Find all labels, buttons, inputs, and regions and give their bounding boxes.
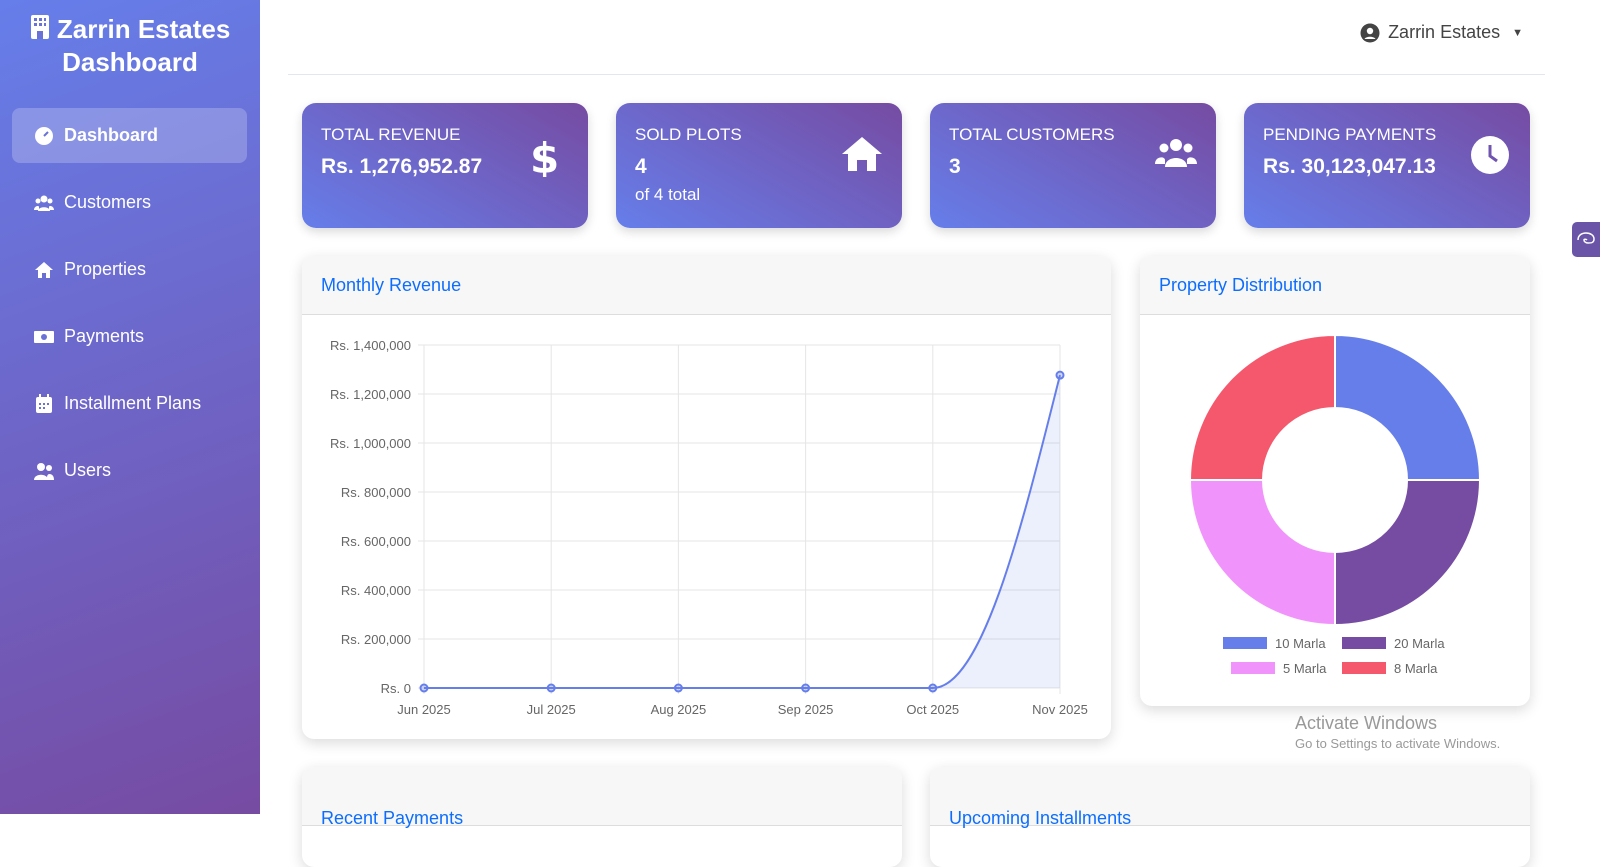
y-tick-label: Rs. 0 — [381, 681, 411, 696]
users-icon — [1155, 139, 1197, 167]
sidebar-item-label: Installment Plans — [64, 393, 202, 413]
revenue-line — [423, 374, 1061, 690]
watermark-title: Activate Windows — [1295, 713, 1438, 733]
y-tick-label: Rs. 1,200,000 — [330, 387, 411, 402]
x-tick-label: Jun 2025 — [397, 702, 451, 717]
data-point[interactable] — [928, 683, 938, 693]
stat-value: Rs. 1,276,952.87 — [321, 155, 483, 178]
area-fill — [424, 375, 1060, 688]
y-tick-label: Rs. 800,000 — [341, 485, 411, 500]
stat-card-total-revenue: TOTAL REVENUE Rs. 1,276,952.87 $ — [302, 103, 588, 228]
user-group-icon — [34, 462, 54, 480]
data-point[interactable] — [546, 683, 556, 693]
sidebar-item-installment-plans[interactable]: Installment Plans — [12, 376, 247, 431]
stat-card-total-customers: TOTAL CUSTOMERS 3 — [930, 103, 1216, 228]
sidebar-item-users[interactable]: Users — [12, 443, 247, 498]
stat-title: SOLD PLOTS — [635, 125, 742, 144]
recent-payments-card: Recent Payments — [302, 767, 902, 867]
data-point[interactable] — [801, 683, 811, 693]
sidebar-item-customers[interactable]: Customers — [12, 175, 247, 230]
stat-title: TOTAL REVENUE — [321, 125, 461, 144]
y-tick-label: Rs. 600,000 — [341, 534, 411, 549]
stat-title: PENDING PAYMENTS — [1263, 125, 1437, 144]
user-menu[interactable]: Zarrin Estates ▼ — [1360, 22, 1523, 43]
dollar-icon: $ — [530, 134, 559, 177]
sidebar-item-label: Users — [64, 460, 112, 480]
x-tick-label: Sep 2025 — [778, 702, 834, 717]
property-distribution-card: Property Distribution — [1140, 256, 1530, 706]
sidebar-item-label: Customers — [64, 192, 152, 212]
sidebar-item-properties[interactable]: Properties — [12, 242, 247, 297]
watermark-sub: Go to Settings to activate Windows. — [1295, 736, 1501, 751]
windows-watermark: Activate Windows Go to Settings to activ… — [1295, 713, 1500, 751]
stat-sub: of 4 total — [635, 185, 701, 204]
home-icon — [35, 261, 53, 278]
sidebar-item-label: Payments — [64, 326, 145, 346]
svg-text:$: $ — [530, 134, 559, 177]
y-tick-label: Rs. 200,000 — [341, 632, 411, 647]
card-title: Upcoming Installments — [930, 767, 1530, 828]
users-icon — [34, 195, 54, 211]
stat-value: 4 — [635, 155, 647, 178]
clock-icon — [1471, 136, 1509, 174]
data-point[interactable] — [673, 683, 683, 693]
y-tick-label: Rs. 1,400,000 — [330, 338, 411, 353]
gauge-icon — [35, 126, 53, 145]
x-tick-label: Jul 2025 — [527, 702, 576, 717]
stat-title: TOTAL CUSTOMERS — [949, 125, 1115, 144]
card-title: Property Distribution — [1140, 256, 1530, 315]
side-widget-tab[interactable] — [1572, 222, 1600, 257]
upcoming-installments-card: Upcoming Installments — [930, 767, 1530, 867]
building-icon — [30, 15, 49, 39]
x-tick-label: Nov 2025 — [1032, 702, 1088, 717]
y-tick-label: Rs. 1,000,000 — [330, 436, 411, 451]
monthly-revenue-chart: Rs. 0 Rs. 200,000 Rs. 400,000 Rs. 600,000 Rs… — [330, 338, 1088, 717]
stat-card-pending-payments: PENDING PAYMENTS Rs. 30,123,047.13 — [1244, 103, 1530, 228]
topbar: Zarrin Estates ▼ — [288, 0, 1545, 75]
x-tick-label: Aug 2025 — [651, 702, 707, 717]
money-icon — [34, 330, 54, 343]
calendar-icon — [36, 393, 52, 413]
sidebar-item-dashboard[interactable]: Dashboard — [12, 108, 247, 163]
sidebar-item-payments[interactable]: Payments — [12, 309, 247, 364]
caret-down-icon: ▼ — [1512, 26, 1523, 39]
stat-value: 3 — [949, 155, 961, 178]
card-title: Recent Payments — [302, 767, 902, 828]
brain-icon — [1577, 232, 1595, 244]
stat-value: Rs. 30,123,047.13 — [1263, 155, 1436, 178]
data-point[interactable] — [419, 683, 429, 693]
sidebar-item-label: Dashboard — [64, 125, 159, 145]
x-tick-label: Oct 2025 — [906, 702, 959, 717]
user-circle-icon — [1360, 23, 1380, 42]
sidebar: Zarrin Estates Dashboard Dashboard Custom… — [0, 0, 260, 814]
monthly-revenue-card: Monthly Revenue — [302, 256, 1111, 739]
brand-title: Zarrin Estates Dashboard — [0, 13, 260, 79]
data-point[interactable] — [1055, 370, 1065, 380]
card-title: Monthly Revenue — [302, 256, 1111, 315]
home-icon — [842, 137, 882, 171]
user-name: Zarrin Estates — [1388, 22, 1501, 42]
sidebar-item-label: Properties — [64, 259, 147, 279]
y-tick-label: Rs. 400,000 — [341, 583, 411, 598]
stat-card-sold-plots: SOLD PLOTS 4 of 4 total — [616, 103, 902, 228]
